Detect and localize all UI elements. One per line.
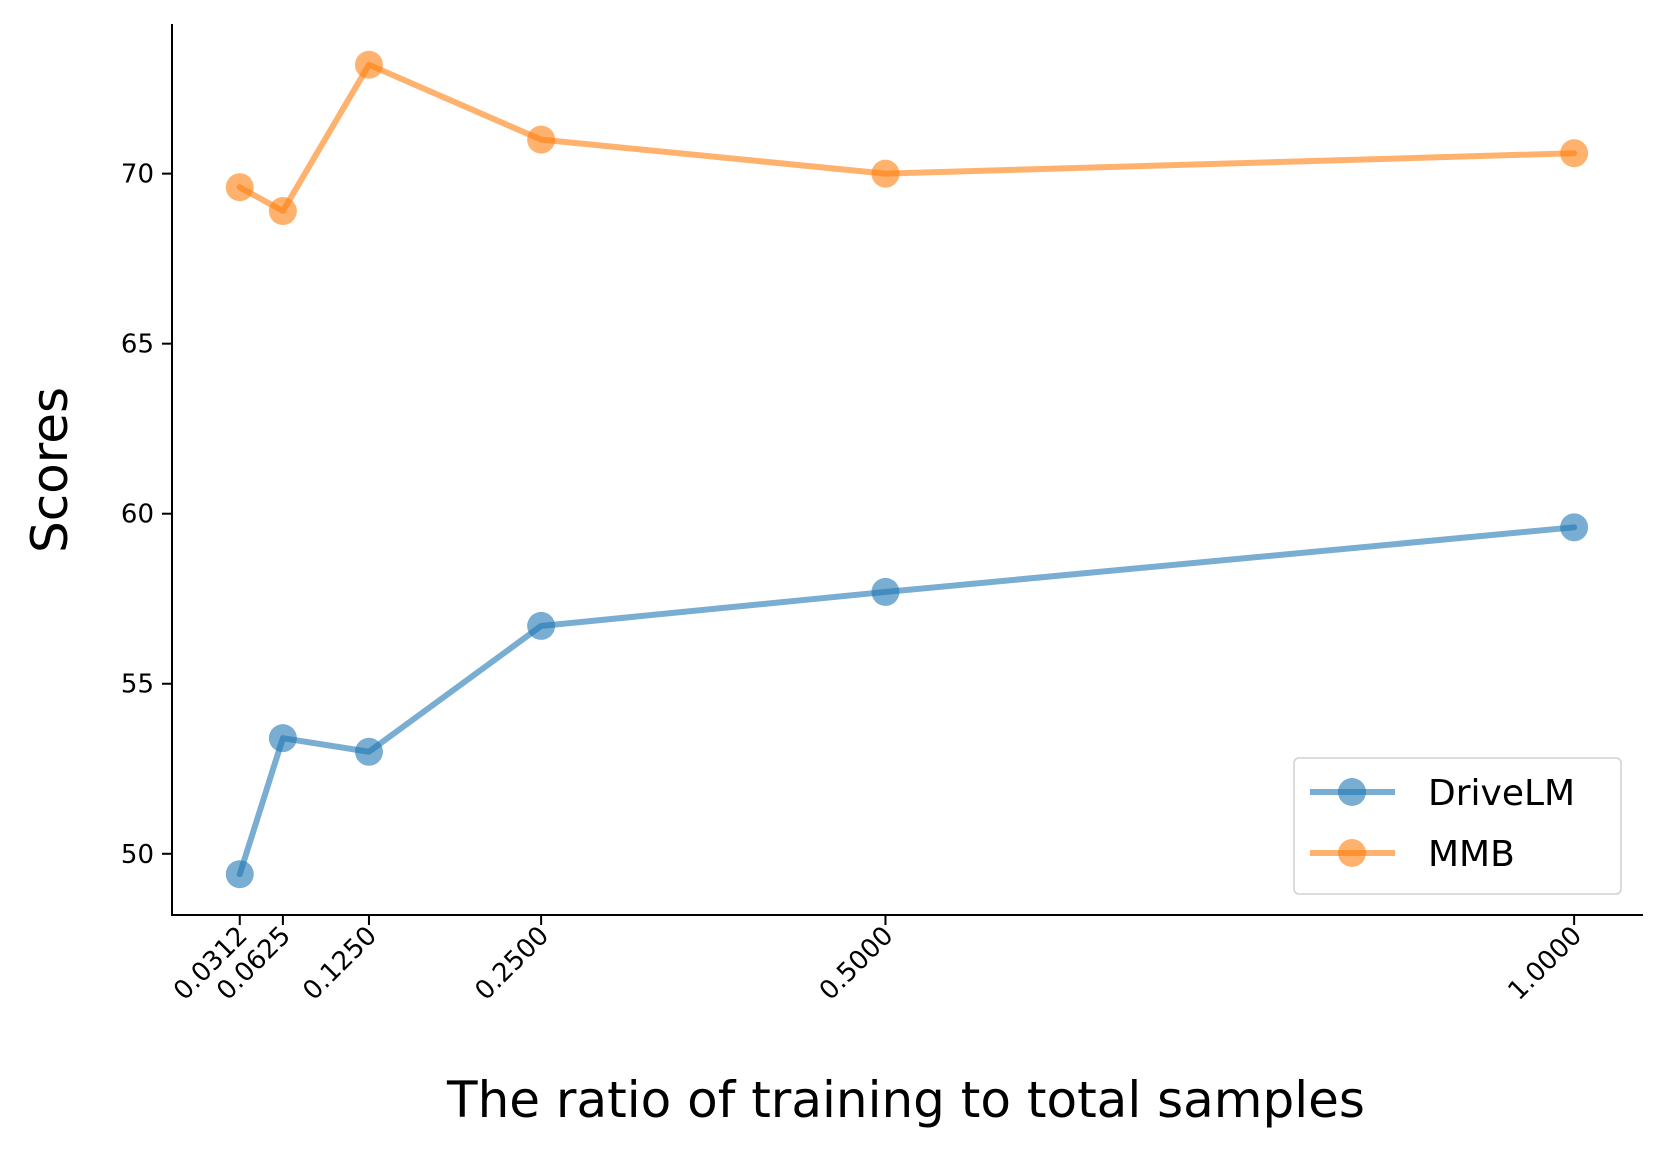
y-tick-label: 55 [121,670,154,700]
legend-marker-drivelm [1338,778,1366,806]
legend-label-mmb: MMB [1428,834,1515,875]
y-tick-label: 65 [121,330,154,360]
x-tick-label: 0.2500 [470,921,556,1007]
y-ticks: 50 55 60 65 70 [121,160,172,870]
data-point-mmb [1560,139,1589,168]
series-line-drivelm [236,524,1578,878]
series-line-mmb [236,61,1578,215]
data-point-mmb [354,50,383,79]
y-tick-label: 50 [121,840,154,870]
data-point-drivelm [354,737,383,766]
x-tick-label: 0.5000 [814,921,900,1007]
data-point-drivelm [1560,513,1589,542]
legend-label-drivelm: DriveLM [1428,773,1575,814]
data-point-mmb [225,173,254,202]
data-point-drivelm [225,860,254,889]
x-tick-label: 0.1250 [297,921,383,1007]
legend: DriveLM MMB [1293,757,1622,895]
data-point-drivelm [871,577,900,606]
data-point-drivelm [527,611,556,640]
x-tick-label: 1.0000 [1503,921,1589,1007]
data-point-drivelm [268,724,297,753]
data-point-mmb [527,125,556,154]
y-tick-label: 60 [121,500,154,530]
y-axis-title: Scores [21,387,79,553]
y-tick-label: 70 [121,160,154,190]
x-axis-title: The ratio of training to total samples [446,1071,1365,1129]
data-point-mmb [268,197,297,226]
series-layer [225,50,1589,889]
axes [171,24,1643,916]
data-point-mmb [871,159,900,188]
legend-marker-mmb [1338,839,1366,867]
